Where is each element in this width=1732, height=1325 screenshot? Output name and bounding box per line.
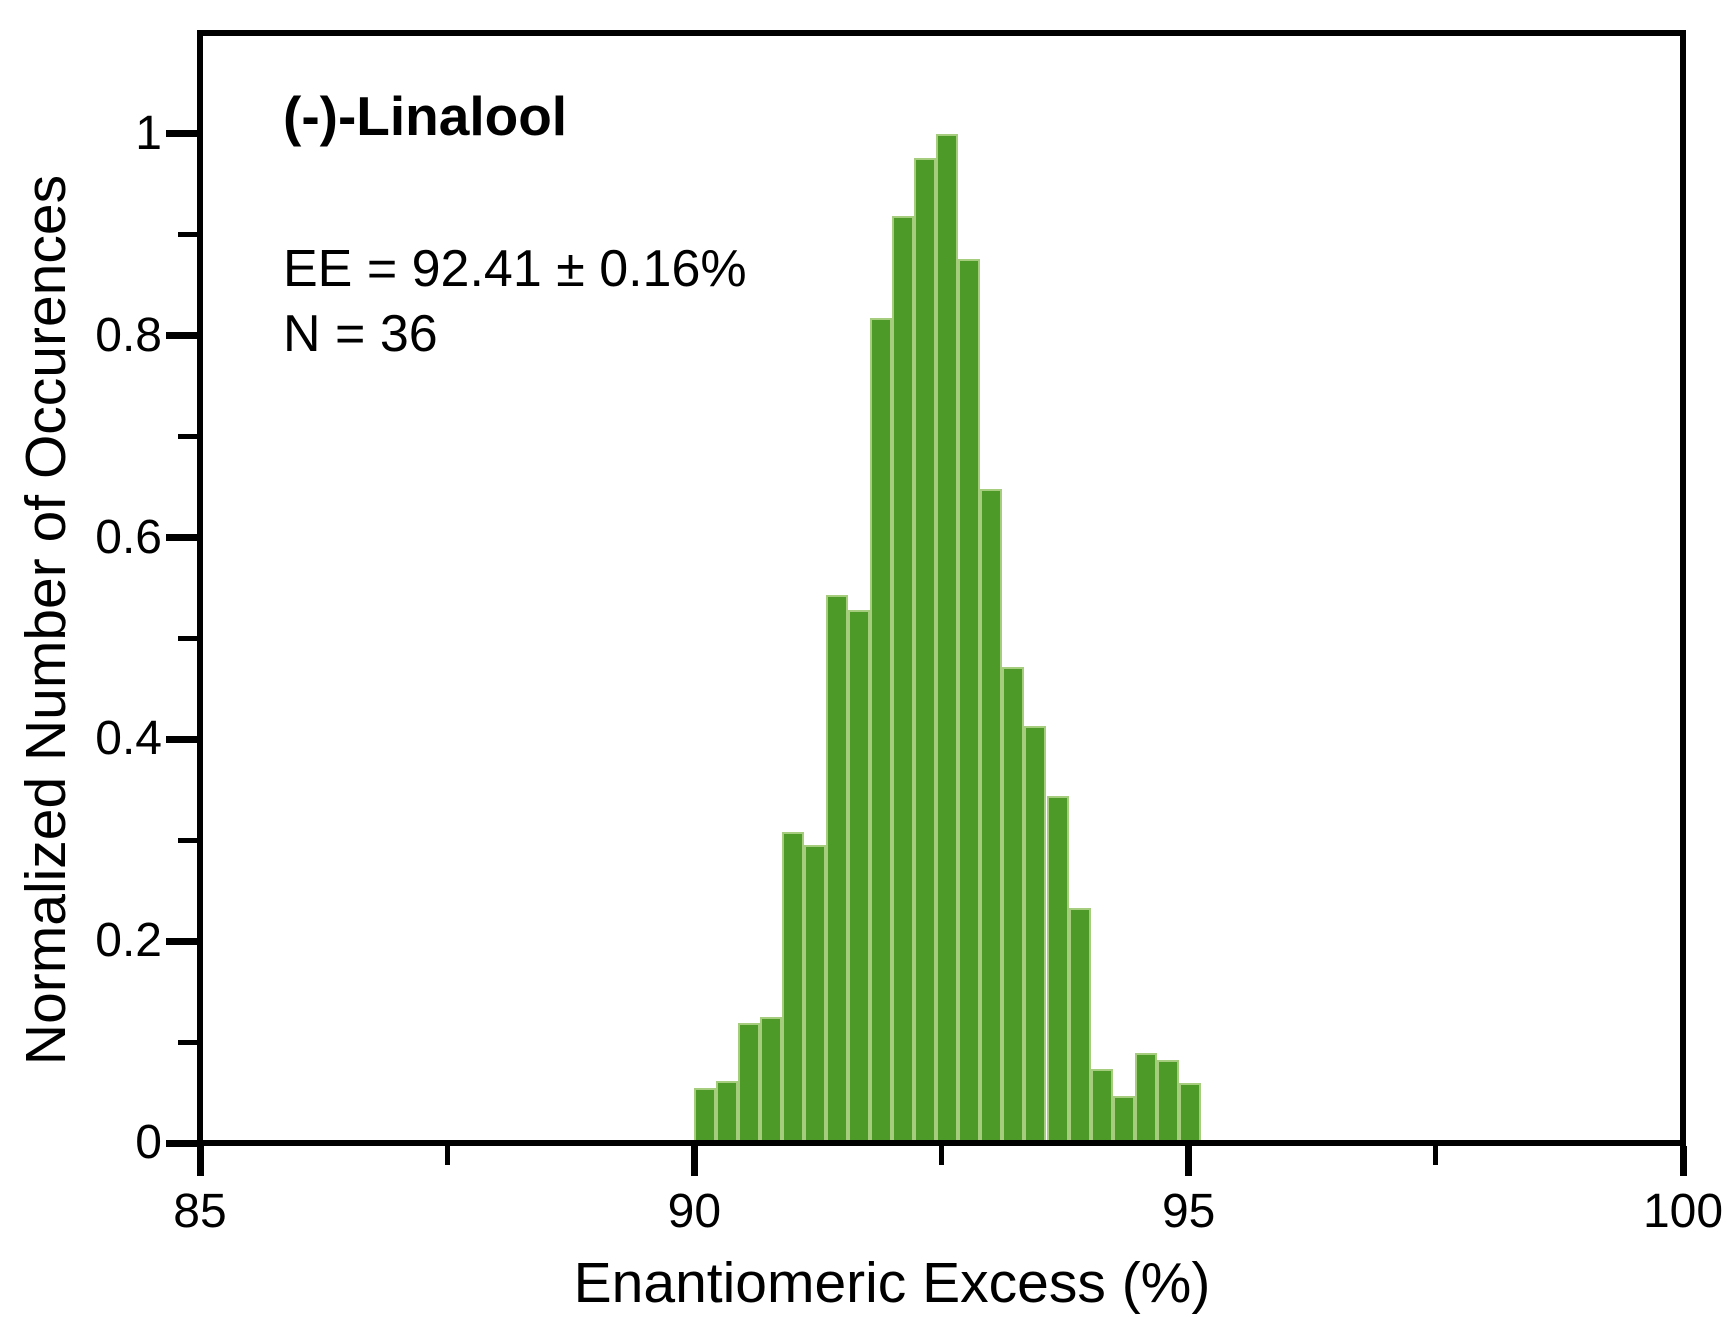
- histogram-bar: [936, 133, 959, 1143]
- y-major-tick: [166, 534, 197, 542]
- x-tick-label: 85: [173, 1185, 227, 1238]
- y-tick-label: 0.4: [95, 712, 162, 766]
- y-major-tick: [166, 332, 197, 340]
- histogram-bar: [958, 259, 981, 1143]
- y-tick-label: 0.6: [95, 510, 162, 564]
- histogram-bar: [1178, 1082, 1201, 1143]
- y-minor-tick: [178, 1039, 197, 1045]
- histogram-bar: [1046, 795, 1069, 1143]
- histogram-bar: [826, 595, 849, 1143]
- histogram-bar: [738, 1022, 761, 1143]
- y-major-tick: [166, 735, 197, 743]
- x-axis-label: Enantiomeric Excess (%): [573, 1251, 1211, 1315]
- x-minor-tick: [1433, 1146, 1439, 1165]
- x-major-tick: [1679, 1146, 1687, 1176]
- histogram-bar: [760, 1016, 783, 1143]
- histogram-bar: [1134, 1053, 1157, 1143]
- histogram-bar: [804, 845, 827, 1143]
- y-tick-label: 0: [135, 1116, 162, 1169]
- x-major-tick: [690, 1146, 698, 1176]
- histogram-bar: [1090, 1069, 1113, 1143]
- y-major-tick: [166, 1139, 197, 1147]
- histogram-bar: [694, 1087, 717, 1143]
- y-minor-tick: [178, 232, 197, 238]
- histogram-bar: [980, 489, 1003, 1143]
- x-minor-tick: [444, 1146, 450, 1165]
- x-tick-label: 90: [667, 1185, 722, 1238]
- chart-title: (-)-Linalool: [283, 85, 568, 147]
- y-major-tick: [166, 937, 197, 945]
- x-tick-label: 100: [1642, 1185, 1724, 1238]
- histogram-bar: [1156, 1060, 1179, 1143]
- histogram-bar: [1112, 1095, 1135, 1143]
- histogram-bar: [848, 610, 871, 1143]
- x-major-tick: [196, 1146, 204, 1176]
- histogram-bar: [914, 158, 937, 1143]
- histogram-bar: [1002, 666, 1025, 1143]
- y-minor-tick: [178, 434, 197, 440]
- histogram-bar: [1024, 726, 1047, 1143]
- x-major-tick: [1185, 1146, 1193, 1176]
- y-tick-label: 1: [135, 106, 162, 160]
- y-minor-tick: [178, 837, 197, 843]
- y-tick-label: 0.8: [95, 308, 162, 362]
- x-minor-tick: [939, 1146, 944, 1165]
- histogram-bar: [1068, 907, 1091, 1143]
- annotation-ee-value: EE = 92.41 ± 0.16%: [283, 240, 747, 298]
- y-major-tick: [166, 130, 197, 138]
- histogram-bar: [870, 317, 893, 1143]
- y-minor-tick: [178, 635, 197, 641]
- histogram-bar: [716, 1081, 739, 1143]
- y-tick-label: 0.2: [95, 914, 162, 968]
- histogram-bar: [782, 832, 805, 1143]
- annotation-sample-count: N = 36: [283, 305, 438, 363]
- histogram-bar: [892, 215, 915, 1143]
- y-axis-label: Normalized Number of Occurences: [14, 174, 78, 1066]
- x-tick-label: 95: [1161, 1185, 1216, 1238]
